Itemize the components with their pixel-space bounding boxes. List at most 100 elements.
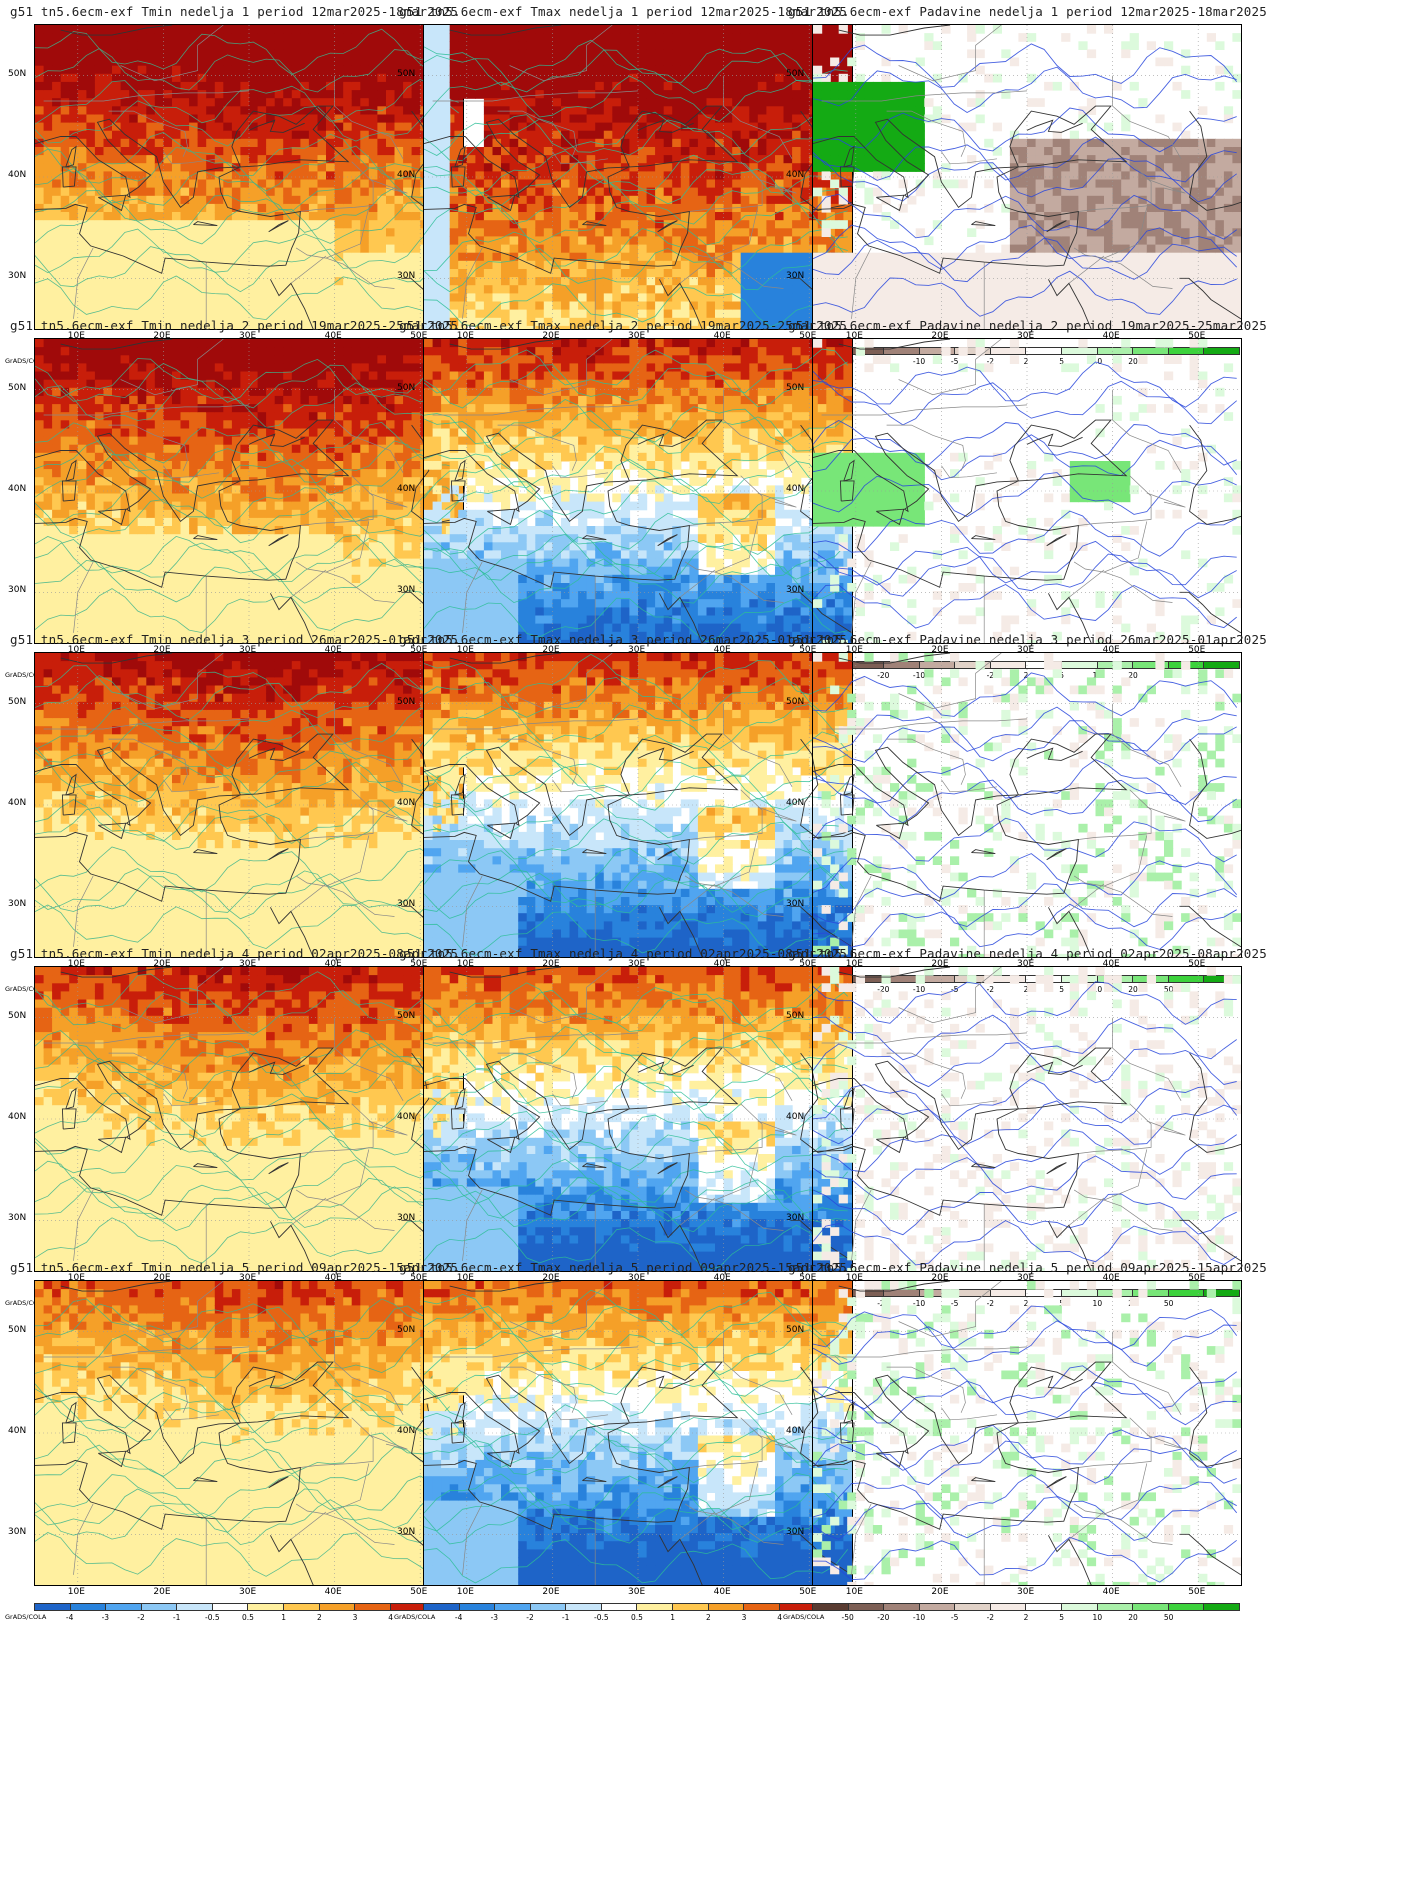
field-cell (343, 57, 353, 67)
field-cell (620, 25, 631, 34)
field-cell (308, 171, 319, 181)
field-cell (129, 301, 139, 311)
field-cell (240, 81, 250, 91)
field-cell (864, 260, 874, 270)
field-cell (830, 57, 840, 67)
field-cell (1121, 122, 1131, 132)
field-cell (291, 277, 301, 286)
field-cell (838, 122, 848, 132)
field-cell (732, 212, 742, 221)
field-cell (569, 203, 579, 213)
field-cell (535, 269, 545, 278)
field-cell (1172, 212, 1182, 221)
field-cell (257, 106, 267, 115)
field-cell (458, 155, 468, 164)
field-cell (843, 179, 852, 189)
field-cell (432, 147, 442, 156)
field-cell (180, 220, 190, 229)
field-cell (466, 33, 476, 42)
field-cell (129, 163, 139, 172)
field-cell (697, 33, 708, 42)
field-cell (449, 171, 459, 181)
field-cell (612, 57, 622, 67)
field-cell (1027, 317, 1037, 327)
field-cell (291, 114, 301, 124)
field-cell (518, 244, 528, 254)
field-cell (1044, 171, 1054, 181)
field-cell (1129, 187, 1139, 197)
field-cell (663, 33, 673, 42)
field-cell (223, 293, 233, 303)
field-cell (283, 228, 293, 237)
field-cell (1095, 309, 1105, 319)
field-cell (334, 114, 344, 124)
field-cell (800, 33, 810, 42)
field-cell (240, 293, 250, 303)
field-cell (766, 147, 776, 156)
field-cell (958, 309, 968, 319)
field-cell (77, 106, 87, 115)
field-cell (813, 138, 823, 148)
field-cell (189, 293, 199, 303)
field-cell (569, 98, 579, 107)
field-cell (403, 57, 413, 67)
field-cell (1069, 163, 1079, 172)
field-cell (43, 73, 53, 83)
field-cell (424, 25, 434, 34)
field-cell (561, 277, 571, 286)
field-cell (1181, 163, 1191, 172)
field-cell (1198, 301, 1208, 311)
field-cell (757, 309, 767, 319)
field-cell (1112, 325, 1122, 329)
field-cell (343, 25, 353, 34)
field-cell (120, 293, 130, 303)
field-cell (351, 325, 361, 329)
field-cell (120, 285, 130, 294)
field-cell (231, 236, 242, 246)
field-cell (1138, 244, 1148, 254)
field-cell (283, 301, 293, 311)
field-cell (821, 106, 831, 115)
field-cell (766, 317, 776, 327)
field-cell (663, 155, 673, 164)
longitude-label: 20E (153, 331, 170, 341)
field-cell (274, 33, 284, 42)
field-cell (706, 244, 716, 254)
field-cell (146, 25, 156, 34)
field-cell (697, 49, 708, 59)
field-cell (509, 163, 519, 172)
field-cell (403, 260, 413, 270)
field-cell (766, 203, 776, 213)
country-border (368, 178, 408, 194)
field-cell (483, 25, 494, 34)
field-cell (638, 309, 648, 319)
field-cell (646, 277, 656, 286)
field-cell (1112, 260, 1122, 270)
field-cell (817, 236, 827, 246)
field-cell (240, 73, 250, 83)
field-cell (266, 171, 276, 181)
field-cell (326, 41, 336, 50)
field-cell (697, 147, 708, 156)
field-cell (146, 325, 156, 329)
field-cell (377, 244, 387, 254)
field-cell (775, 179, 785, 189)
field-cell (257, 325, 267, 329)
field-cell (813, 317, 823, 327)
field-cell (475, 25, 485, 34)
field-cell (283, 155, 293, 164)
field-cell (706, 187, 716, 197)
field-cell (1181, 130, 1191, 140)
field-cell (907, 325, 917, 329)
field-cell (394, 155, 404, 164)
field-cell (1164, 244, 1174, 254)
field-cell (552, 114, 562, 124)
field-cell (466, 73, 476, 83)
field-cell (214, 187, 224, 197)
field-cell (792, 49, 802, 59)
field-cell (638, 236, 648, 246)
field-cell (308, 203, 319, 213)
field-cell (475, 155, 485, 164)
field-cell (424, 122, 434, 132)
field-cell (120, 25, 130, 34)
